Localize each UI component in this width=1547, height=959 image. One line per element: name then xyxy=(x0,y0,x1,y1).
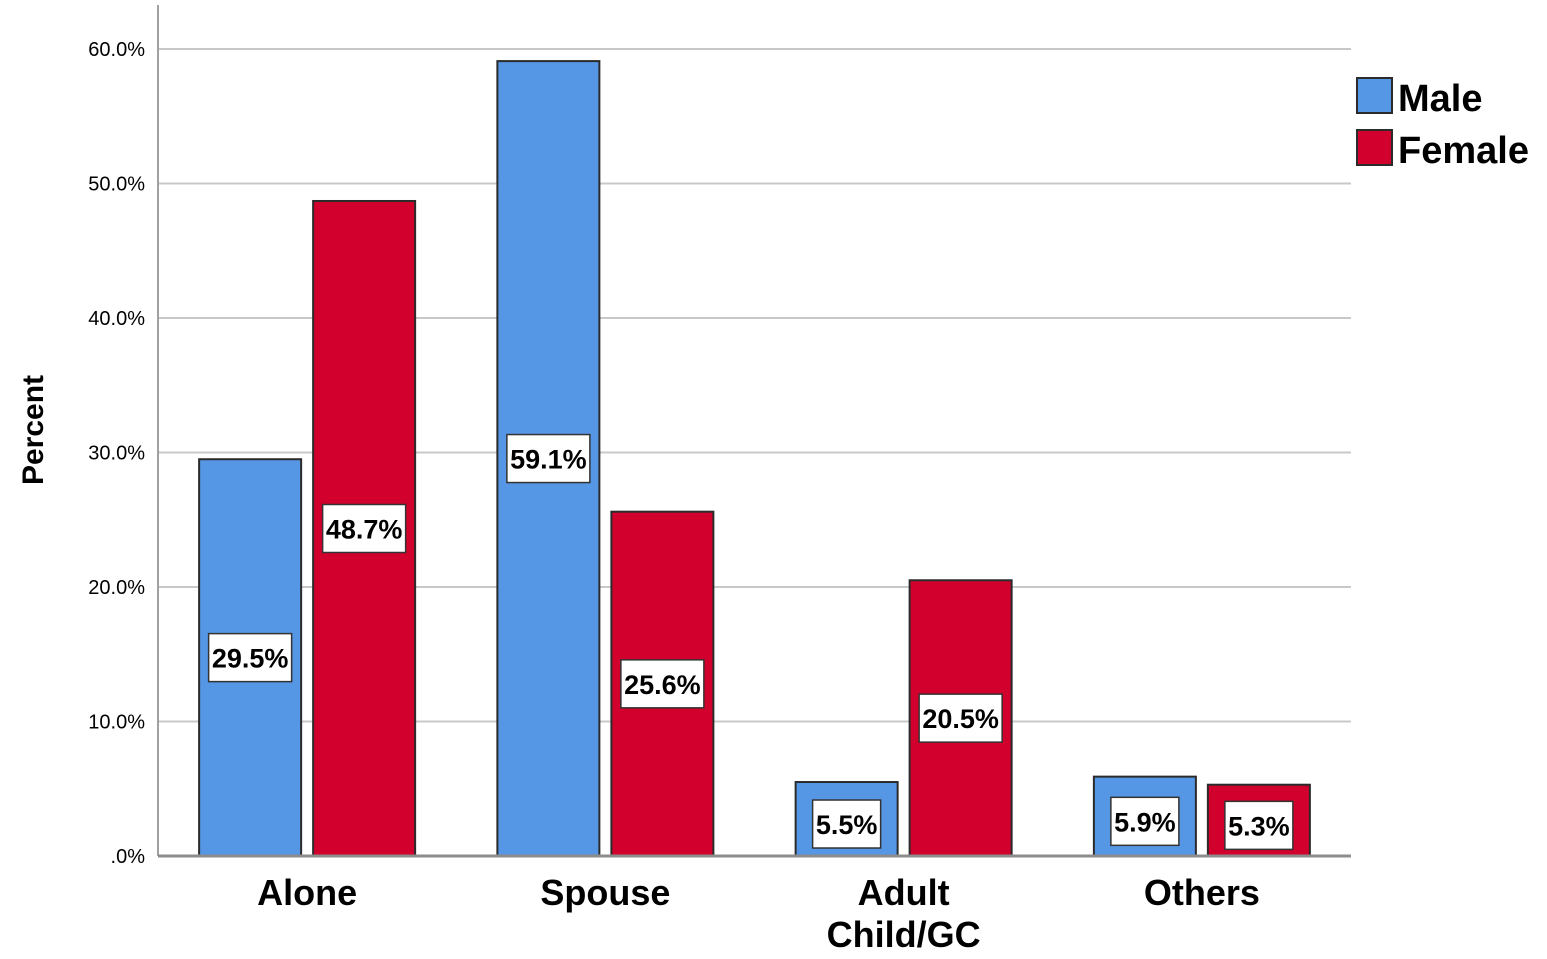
data-labels: 29.5% 48.7% 59.1% 25.6% 5.5% 20.5% 5.9% 5.3% xyxy=(207,433,1294,851)
legend-label-female: Female xyxy=(1398,130,1529,172)
x-category-label: Child/GC xyxy=(827,914,981,954)
data-label: 5.3% xyxy=(1228,811,1290,841)
y-tick-label: 50.0% xyxy=(88,174,145,196)
data-label-box xyxy=(207,632,293,683)
y-tick-label: 40.0% xyxy=(88,308,145,330)
data-label-box xyxy=(811,799,882,849)
legend-swatch-male xyxy=(1356,77,1393,114)
data-label-box xyxy=(1224,800,1294,851)
y-tick-label: 10.0% xyxy=(88,712,145,734)
x-category-label: Others xyxy=(1144,872,1260,913)
data-label-box xyxy=(506,433,591,484)
legend-label-male: Male xyxy=(1398,78,1482,120)
x-category-label: Alone xyxy=(257,872,357,913)
data-label-box xyxy=(321,503,407,554)
y-axis-title: Percent xyxy=(17,375,50,485)
data-label-box xyxy=(620,659,705,709)
y-tick-label: .0% xyxy=(111,846,146,868)
bars xyxy=(198,60,1311,858)
data-label-box xyxy=(918,693,1003,743)
data-label: 5.5% xyxy=(816,810,878,840)
data-label: 59.1% xyxy=(510,445,587,475)
data-label: 25.6% xyxy=(624,670,701,700)
x-category-label: Adult xyxy=(858,872,950,913)
x-category-label: Spouse xyxy=(540,872,670,913)
y-tick-label: 20.0% xyxy=(88,577,145,599)
data-label: 5.9% xyxy=(1114,807,1176,837)
legend: Male Female xyxy=(1356,77,1529,172)
data-label: 20.5% xyxy=(922,704,999,734)
data-label: 29.5% xyxy=(212,644,289,674)
data-label-box xyxy=(1110,796,1180,847)
data-label: 48.7% xyxy=(326,514,403,544)
y-tick-label: 30.0% xyxy=(88,443,145,465)
axes: .0% 10.0% 20.0% 30.0% 40.0% 50.0% 60.0% Percent… xyxy=(17,5,1351,955)
y-tick-label: 60.0% xyxy=(88,39,145,61)
legend-swatch-female xyxy=(1356,129,1393,166)
